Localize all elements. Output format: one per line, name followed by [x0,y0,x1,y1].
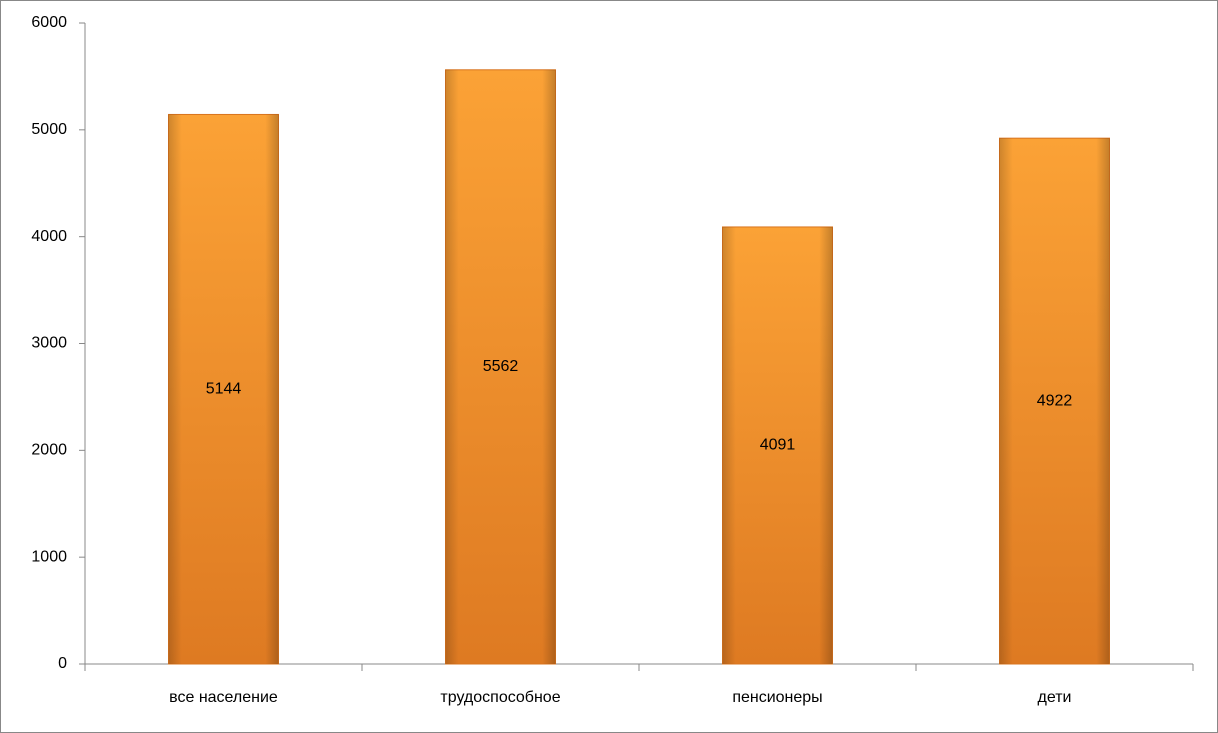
x-tick-label: пенсионеры [732,689,822,706]
bar-shade [999,138,1110,665]
x-tick-label: трудоспособное [440,689,560,706]
data-label: 5144 [206,380,242,397]
y-tick-label: 4000 [31,228,67,245]
data-label: 4091 [760,437,796,454]
bar-shade [445,69,556,665]
y-tick-label: 1000 [31,548,67,565]
y-tick-label: 5000 [31,121,67,138]
bar-shade [168,114,279,664]
data-label: 5562 [483,358,519,375]
y-tick-label: 6000 [31,14,67,31]
bar-shade [722,226,833,665]
y-tick-label: 2000 [31,442,67,459]
x-tick-label: дети [1038,689,1072,706]
x-tick-label: все население [169,689,278,706]
y-tick-label: 0 [58,655,67,672]
y-tick-label: 3000 [31,335,67,352]
data-label: 4922 [1037,392,1073,409]
